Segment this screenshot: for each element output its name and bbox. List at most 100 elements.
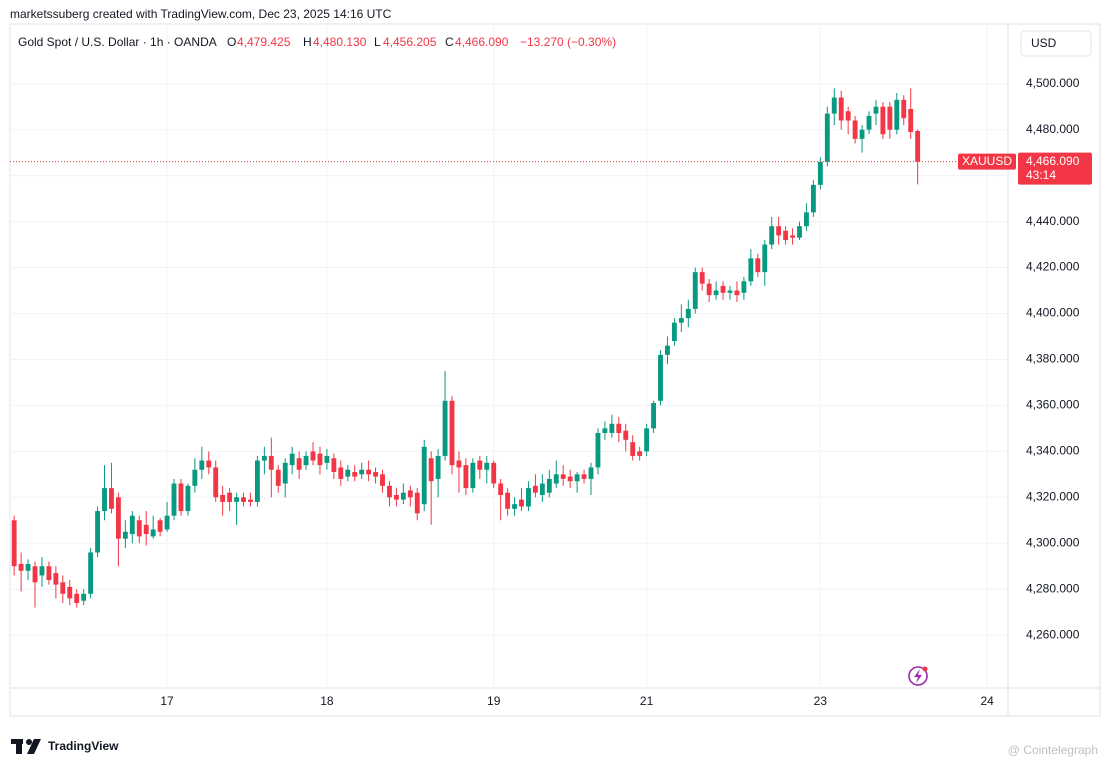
candle-body: [150, 529, 156, 537]
candle-body: [178, 483, 184, 512]
candle-body: [512, 504, 517, 509]
x-tick-label: 19: [487, 694, 501, 708]
y-tick-label: 4,300.000: [1026, 535, 1080, 549]
y-tick-label: 4,280.000: [1026, 581, 1080, 595]
candle-body: [414, 492, 420, 514]
candles: [11, 88, 921, 608]
x-tick-label: 17: [160, 694, 174, 708]
candle-body: [567, 476, 573, 482]
candle-body: [60, 582, 66, 594]
candle-body: [317, 453, 323, 466]
tv-logo: TradingView: [48, 739, 119, 753]
candle-body: [713, 290, 719, 296]
candle-body: [74, 593, 80, 603]
y-tick-label: 4,320.000: [1026, 489, 1080, 503]
y-tick-label: 4,500.000: [1026, 76, 1080, 90]
candle-body: [887, 106, 893, 130]
candle-body: [352, 472, 358, 477]
candle-body: [282, 462, 288, 484]
candle-body: [254, 460, 260, 502]
candle-body: [102, 488, 107, 512]
candle-body: [289, 453, 295, 466]
candle-body: [435, 455, 441, 479]
candle-body: [95, 511, 101, 553]
symbol-tag-label: XAUUSD: [962, 154, 1012, 168]
tv-logo-icon: [11, 739, 41, 754]
legend-title: Gold Spot / U.S. Dollar · 1h · OANDA: [18, 35, 217, 49]
candle-body: [171, 483, 177, 516]
candle-body: [129, 515, 135, 535]
candle-body: [546, 478, 552, 493]
currency-button[interactable]: [1020, 30, 1092, 57]
candle-body: [18, 563, 24, 571]
candle-body: [157, 520, 163, 532]
candle-body: [470, 462, 476, 489]
candle-body: [623, 430, 629, 440]
symbol-tag: [958, 153, 1016, 170]
candle-body: [387, 485, 392, 498]
candle-body: [456, 460, 462, 468]
candle-body: [498, 483, 504, 496]
candle-body: [804, 212, 809, 227]
candle-body: [526, 488, 531, 507]
candle-body: [831, 97, 837, 114]
candle-body: [164, 515, 170, 530]
candle-body: [143, 524, 149, 535]
candle-body: [67, 586, 73, 599]
candle-body: [227, 492, 233, 502]
candle-body: [505, 492, 511, 509]
legend: Gold Spot / U.S. Dollar · 1h · OANDA O 4…: [18, 35, 616, 49]
y-tick-label: 4,260.000: [1026, 627, 1080, 641]
candle-body: [539, 483, 545, 496]
candle-body: [53, 573, 59, 585]
candle-body: [574, 474, 580, 482]
candle-body: [185, 485, 191, 512]
candle-body: [122, 531, 128, 539]
candle-body: [442, 400, 448, 456]
candle-body: [699, 272, 705, 284]
candle-body: [671, 322, 677, 342]
candle-body: [310, 451, 316, 461]
candle-body: [581, 474, 587, 479]
candle-body: [373, 472, 378, 477]
candle-body: [234, 497, 239, 502]
candle-body: [248, 499, 253, 502]
candle-body: [303, 455, 309, 466]
watermark: @ Cointelegraph: [1008, 743, 1098, 757]
candle-body: [25, 563, 31, 571]
candle-body: [81, 593, 87, 601]
legend-change: −13.270 (−0.30%): [520, 35, 616, 49]
candle-body: [908, 109, 914, 132]
candle-body: [915, 131, 921, 162]
candle-body: [706, 283, 712, 296]
candle-body: [88, 552, 94, 594]
candle-body: [449, 400, 455, 466]
candle-body: [268, 455, 274, 470]
x-tick-label: 23: [814, 694, 828, 708]
candle-body: [859, 129, 865, 139]
candle-body: [685, 308, 691, 319]
currency-label[interactable]: USD: [1031, 36, 1057, 50]
candle-body: [463, 465, 469, 489]
x-tick-label: 21: [640, 694, 654, 708]
candle-body: [199, 460, 205, 470]
candle-body: [845, 111, 851, 121]
chart-frame: [9, 23, 1101, 717]
candle-body: [894, 99, 900, 130]
candle-body: [477, 460, 483, 470]
candle-body: [769, 226, 775, 245]
candle-body: [296, 458, 302, 470]
legend-c: C: [445, 35, 454, 49]
candle-body: [136, 520, 142, 537]
y-tick-label: 4,400.000: [1026, 306, 1080, 320]
candle-body: [720, 285, 726, 293]
price-tag-label: 4,466.090: [1026, 154, 1080, 168]
candle-body: [220, 495, 226, 502]
y-tick-label: 4,360.000: [1026, 398, 1080, 412]
candle-body: [595, 432, 601, 468]
candle-body: [901, 99, 907, 119]
legend-close: 4,466.090: [455, 35, 509, 49]
legend-low: 4,456.205: [383, 35, 437, 49]
legend-o: O: [227, 35, 236, 49]
y-tick-label: 4,420.000: [1026, 260, 1080, 274]
